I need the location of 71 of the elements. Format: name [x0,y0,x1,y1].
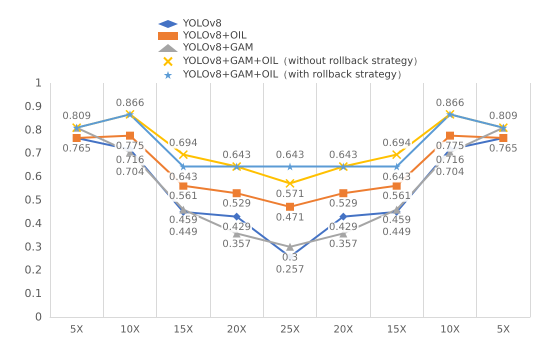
y-tick-label: 0.5 [24,194,42,206]
point [339,212,348,221]
point [126,132,134,140]
data-label: 0.643 [329,150,358,162]
x-tick-label: 5X [70,324,84,336]
data-label: 0.643 [169,172,198,184]
x-tick-label: 15X [174,324,194,336]
point [286,242,294,251]
point [446,132,454,140]
data-label: 0.866 [436,98,464,109]
y-tick-label: 0.7 [24,146,42,160]
point [178,150,188,160]
point [392,150,402,160]
data-label: 0.449 [169,227,198,238]
y-tick-label: 0 [35,310,42,324]
data-label: 0.765 [62,143,91,154]
point [286,202,294,211]
data-label: 0.257 [276,264,304,276]
point [285,178,295,188]
data-label: 0.459 [382,215,411,226]
y-tick-label: 0.8 [24,123,42,136]
data-label: 0.704 [436,166,464,178]
data-label: 0.471 [276,212,304,224]
legend-label: YOLOv8+OIL [182,30,247,42]
x-tick-label: 25X [280,324,300,336]
data-label: 0.571 [276,188,304,200]
legend-label: YOLOv8+GAM+OIL（without rollback strategy） [182,56,424,67]
data-label: 0.561 [382,191,411,202]
data-label: 0.459 [169,215,198,226]
x-tick-label: 20X [226,324,247,336]
data-label: 0.429 [222,222,251,234]
x-tick-label: 5X [496,324,510,336]
data-label: 0.809 [489,111,518,122]
data-label: 0.775 [436,141,464,152]
data-label: 0.694 [169,138,198,150]
legend-label: YOLOv8 [182,18,222,30]
data-label: 0.704 [116,166,144,178]
data-label: 0.716 [116,154,144,166]
legend-label: YOLOv8+GAM [182,42,254,54]
y-tick-label: 0.6 [24,170,42,184]
data-label: 0.643 [276,150,304,162]
data-label: 0.765 [489,143,518,154]
data-label: 0.866 [116,98,144,109]
x-tick-label: 20X [334,324,354,336]
y-tick-label: 0.3 [24,240,42,254]
legend-label: YOLOv8+GAM+OIL（with rollback strategy） [182,70,407,80]
data-label: 0.694 [382,138,411,150]
data-label: 0.429 [329,222,358,234]
y-tick-label: 0.2 [24,264,42,277]
point [339,189,348,198]
data-label: 0.643 [382,172,411,184]
data-label: 0.357 [222,238,251,250]
data-label: 0.716 [436,154,464,166]
point [232,189,241,198]
y-tick-label: 0.9 [24,100,42,113]
data-label: 0.529 [222,198,251,210]
y-tick-label: 0.1 [24,287,42,300]
data-label: 0.775 [116,141,144,152]
data-label: 0.809 [62,111,91,122]
y-tick-label: 1 [35,76,42,90]
data-label: 0.561 [169,191,198,202]
x-tick-label: 10X [120,324,140,336]
point [232,212,241,221]
y-tick-label: 0.4 [24,216,42,230]
data-label: 0.529 [329,198,358,210]
x-tick-label: 15X [386,324,407,336]
data-label: 0.643 [222,150,251,162]
data-label: 0.357 [329,238,358,250]
data-label: 0.449 [382,227,411,238]
x-tick-label: 10X [440,324,460,336]
data-label: 0.3 [282,252,298,264]
